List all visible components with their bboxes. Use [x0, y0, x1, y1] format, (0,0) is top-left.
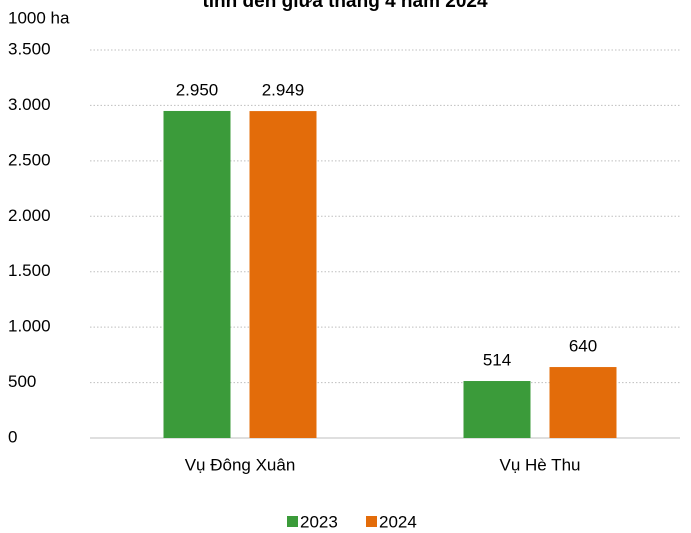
- y-tick-label: 0: [8, 427, 17, 446]
- data-label: 514: [483, 351, 511, 370]
- y-tick-label: 1.000: [8, 317, 51, 336]
- data-label: 640: [569, 337, 597, 356]
- y-axis-label: 1000 ha: [8, 8, 70, 27]
- y-tick-label: 3.000: [8, 95, 51, 114]
- y-tick-label: 500: [8, 372, 36, 391]
- bar: [163, 110, 231, 438]
- legend-label: 2023: [300, 512, 338, 531]
- x-tick-label: Vụ Hè Thu: [500, 455, 581, 474]
- legend-swatch: [287, 516, 298, 527]
- y-tick-label: 2.500: [8, 150, 51, 169]
- data-label: 2.949: [262, 81, 305, 100]
- y-tick-label: 3.500: [8, 39, 51, 58]
- x-tick-label: Vụ Đông Xuân: [185, 455, 296, 474]
- chart-title: tính đến giữa tháng 4 năm 2024: [202, 0, 488, 12]
- y-tick-label: 1.500: [8, 261, 51, 280]
- bar: [463, 381, 531, 438]
- bar: [249, 111, 317, 439]
- bar: [549, 367, 617, 438]
- legend-swatch: [366, 516, 377, 527]
- legend-label: 2024: [379, 512, 417, 531]
- data-label: 2.950: [176, 80, 219, 99]
- y-tick-label: 2.000: [8, 206, 51, 225]
